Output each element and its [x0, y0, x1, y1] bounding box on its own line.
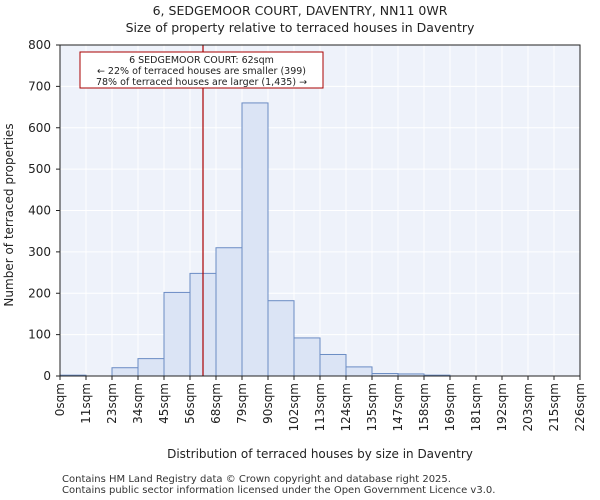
x-tick-label: 192sqm [495, 383, 509, 431]
histogram-bar [215, 247, 243, 377]
histogram-bar [137, 358, 165, 377]
marker-annotation: 6 SEDGEMOOR COURT: 62sqm← 22% of terrace… [79, 51, 324, 89]
y-tick-label: 100 [28, 328, 51, 342]
annotation-line: 78% of terraced houses are larger (1,435… [96, 77, 307, 88]
x-tick-label: 181sqm [469, 383, 483, 431]
x-tick-label: 203sqm [521, 383, 535, 431]
x-tick-label: 124sqm [339, 383, 353, 431]
x-tick-label: 11sqm [79, 383, 93, 424]
histogram-bar [345, 366, 373, 377]
x-axis-ticks: 0sqm 11sqm 23sqm 34sqm 45sqm 56sqm 68sqm 79sqm 9… [53, 376, 587, 431]
chart-title: 6, SEDGEMOOR COURT, DAVENTRY, NN11 0WR [152, 3, 448, 18]
y-tick-label: 700 [28, 79, 51, 93]
x-tick-label: 113sqm [313, 383, 327, 431]
y-tick-label: 800 [28, 38, 51, 52]
y-tick-label: 500 [28, 162, 51, 176]
x-tick-label: 45sqm [157, 383, 171, 424]
y-tick-label: 0 [43, 369, 51, 383]
x-tick-label: 56sqm [183, 383, 197, 424]
histogram-bar [111, 367, 139, 377]
x-tick-label: 90sqm [261, 383, 275, 424]
chart-subtitle: Size of property relative to terraced ho… [125, 20, 475, 35]
y-tick-label: 400 [28, 204, 51, 218]
x-tick-label: 0sqm [53, 383, 67, 416]
bars-group [59, 102, 451, 377]
annotation-box [79, 51, 324, 89]
histogram-bar [241, 102, 269, 377]
annotation-line: ← 22% of terraced houses are smaller (39… [97, 66, 306, 77]
annotation-line: 6 SEDGEMOOR COURT: 62sqm [129, 55, 274, 66]
grid-lines [59, 44, 581, 377]
y-axis-ticks: 0 100 200 300 400 500 600 700 800 [28, 38, 60, 383]
histogram-bar [267, 300, 295, 377]
x-tick-label: 23sqm [105, 383, 119, 424]
y-tick-label: 300 [28, 245, 51, 259]
x-tick-label: 226sqm [573, 383, 587, 431]
histogram-bar [319, 353, 347, 377]
x-tick-label: 158sqm [417, 383, 431, 431]
histogram-bar [293, 337, 321, 377]
y-tick-label: 200 [28, 286, 51, 300]
x-tick-label: 215sqm [547, 383, 561, 431]
x-tick-label: 169sqm [443, 383, 457, 431]
x-tick-label: 102sqm [287, 383, 301, 431]
footer-line-1: Contains HM Land Registry data © Crown c… [62, 474, 451, 485]
x-tick-label: 34sqm [131, 383, 145, 424]
y-tick-label: 600 [28, 121, 51, 135]
y-axis-label: Number of terraced properties [2, 123, 16, 306]
x-axis-label: Distribution of terraced houses by size … [167, 447, 473, 461]
x-tick-label: 135sqm [365, 383, 379, 431]
footer-line-2: Contains public sector information licen… [62, 485, 496, 496]
x-tick-label: 68sqm [209, 383, 223, 424]
x-tick-label: 147sqm [391, 383, 405, 431]
x-tick-label: 79sqm [235, 383, 249, 424]
histogram-bar [163, 291, 191, 377]
